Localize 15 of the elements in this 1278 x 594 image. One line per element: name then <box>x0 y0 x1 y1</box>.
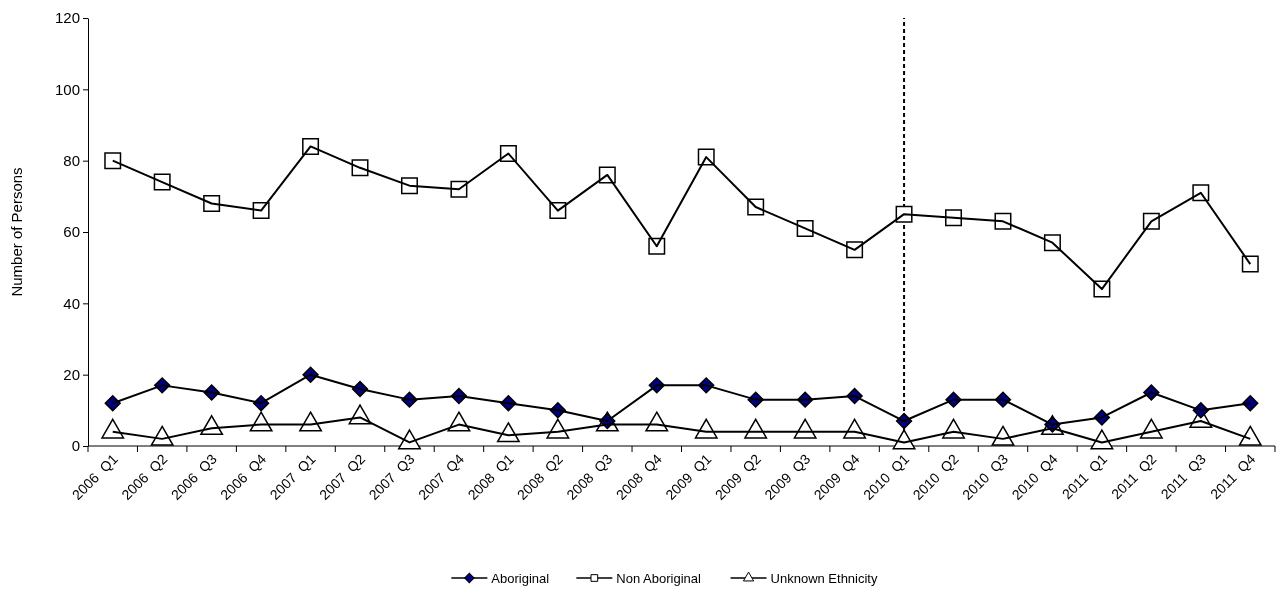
y-tick-label: 0 <box>71 437 80 455</box>
y-tick-label: 60 <box>63 223 80 241</box>
y-axis-title: Number of Persons <box>8 167 25 297</box>
y-tick-label: 40 <box>63 294 80 312</box>
legend-label: Aboriginal <box>491 571 550 586</box>
legend-label: Unknown Ethnicity <box>770 571 878 586</box>
y-tick-label: 80 <box>63 151 80 169</box>
y-tick-label: 100 <box>54 80 80 98</box>
y-tick-label: 20 <box>63 365 80 383</box>
point <box>1241 255 1259 273</box>
y-tick-label: 120 <box>54 9 80 27</box>
point <box>104 152 122 170</box>
point <box>1238 425 1262 446</box>
point <box>101 418 125 439</box>
legend-label: Non Aboriginal <box>616 571 702 586</box>
